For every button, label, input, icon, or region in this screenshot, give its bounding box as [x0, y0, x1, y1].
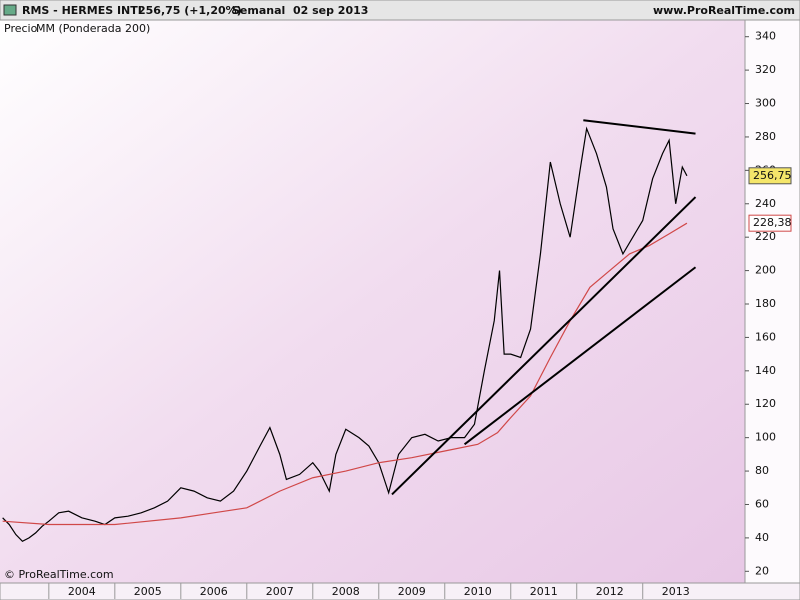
trendline [391, 196, 697, 496]
y-axis-area [744, 19, 800, 584]
y-tick-label: 40 [755, 531, 769, 544]
x-tick-label: 2004 [68, 585, 96, 598]
chart-title: RMS - HERMES INTL [22, 4, 145, 17]
price-tag [748, 167, 792, 185]
header [0, 0, 800, 21]
y-tick-label: 180 [755, 297, 776, 310]
source: www.ProRealTime.com [653, 4, 795, 17]
y-tick-label: 220 [755, 230, 776, 243]
y-tick-label: 120 [755, 397, 776, 410]
price-tag-label: 256,75 [753, 169, 792, 182]
x-tick-label: 2008 [332, 585, 360, 598]
series-line [2, 222, 688, 526]
y-tick-label: 280 [755, 130, 776, 143]
y-tick-label: 100 [755, 431, 776, 444]
y-tick-label: 240 [755, 197, 776, 210]
y-tick-label: 160 [755, 330, 776, 343]
y-tick-label: 200 [755, 264, 776, 277]
y-tick-label: 140 [755, 364, 776, 377]
price-tag [748, 214, 792, 232]
y-tick-label: 60 [755, 497, 769, 510]
x-tick-label: 2013 [662, 585, 690, 598]
series-line [2, 126, 688, 542]
y-tick-label: 300 [755, 97, 776, 110]
x-tick-label: 2011 [530, 585, 558, 598]
x-tick-label: 2006 [200, 585, 228, 598]
period: Semanal 02 sep 2013 [232, 4, 368, 17]
price-tag-label: 228,38 [753, 216, 792, 229]
legend-ma: MM (Ponderada 200) [36, 22, 150, 35]
copyright: © ProRealTime.com [4, 568, 114, 581]
x-tick-label: 2012 [596, 585, 624, 598]
x-tick-label: 2005 [134, 585, 162, 598]
quote: 256,75 (+1,20%) [138, 4, 242, 17]
y-tick-label: 80 [755, 464, 769, 477]
plot-area [0, 20, 745, 583]
trendline [463, 266, 697, 446]
x-tick-label: 2007 [266, 585, 294, 598]
x-axis-area [0, 582, 800, 600]
y-tick-label: 20 [755, 564, 769, 577]
legend-price: Precio [4, 22, 38, 35]
app-icon [3, 4, 17, 16]
y-tick-label: 340 [755, 30, 776, 43]
trendline [583, 119, 696, 135]
x-tick-label: 2010 [464, 585, 492, 598]
x-tick-label: 2009 [398, 585, 426, 598]
y-tick-label: 320 [755, 63, 776, 76]
